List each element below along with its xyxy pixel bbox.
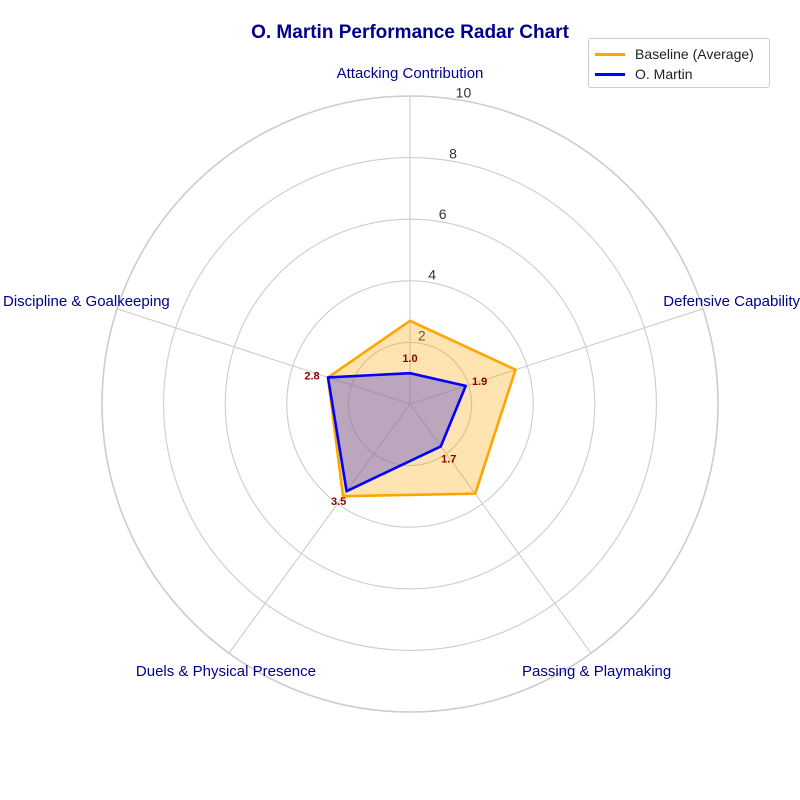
data-label-4: 2.8 — [304, 370, 319, 382]
legend-label-baseline: Baseline (Average) — [635, 46, 754, 62]
series-fill-1 — [328, 373, 466, 492]
category-labels: Attacking Contribution Defensive Capabili… — [3, 65, 800, 680]
radial-tick-label-4: 4 — [428, 267, 436, 283]
data-labels: 1.0 1.9 1.7 3.5 2.8 — [304, 353, 487, 508]
category-label-4: Discipline & Goalkeeping — [3, 293, 170, 310]
legend-label-martin: O. Martin — [635, 66, 693, 82]
data-label-3: 3.5 — [331, 496, 346, 508]
radial-tick-label-10: 10 — [456, 85, 472, 101]
spoke-1 — [409, 308, 704, 405]
legend: Baseline (Average) O. Martin — [588, 38, 770, 88]
spoke-4 — [116, 308, 411, 405]
legend-swatch-baseline — [595, 52, 625, 56]
radial-tick-label-2: 2 — [418, 327, 426, 343]
legend-swatch-martin — [595, 72, 625, 76]
radial-tick-label-8: 8 — [449, 145, 457, 161]
data-label-2: 1.7 — [441, 453, 456, 465]
legend-item-martin: O. Martin — [595, 64, 763, 84]
category-label-1: Defensive Capability — [663, 293, 800, 310]
radial-tick-labels: 2 4 6 8 10 — [418, 85, 472, 344]
series-line-0 — [326, 319, 517, 498]
radar-series — [326, 319, 517, 498]
chart-title: O. Martin Performance Radar Chart — [251, 22, 569, 43]
category-label-0: Attacking Contribution — [337, 65, 484, 82]
legend-item-baseline: Baseline (Average) — [595, 44, 763, 64]
category-label-2: Passing & Playmaking — [522, 663, 671, 680]
series-line-1 — [326, 371, 468, 493]
data-label-0: 1.0 — [402, 353, 417, 365]
series-fill-0 — [328, 320, 516, 497]
spoke-3 — [228, 403, 411, 654]
category-label-3: Duels & Physical Presence — [136, 663, 316, 680]
radial-tick-label-6: 6 — [439, 206, 447, 222]
data-label-1: 1.9 — [472, 376, 487, 388]
